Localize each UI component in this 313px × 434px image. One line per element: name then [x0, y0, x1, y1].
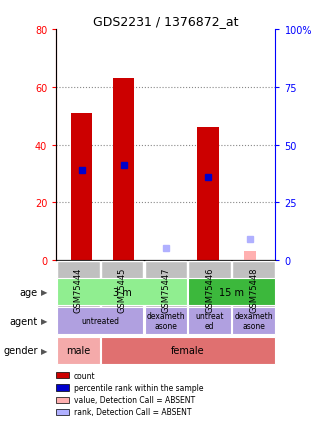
Bar — [198, 128, 218, 260]
Bar — [71, 114, 92, 260]
Text: dexameth
asone: dexameth asone — [146, 311, 185, 331]
Text: GSM75446: GSM75446 — [205, 267, 214, 312]
Text: male: male — [66, 345, 90, 355]
Text: untreat
ed: untreat ed — [195, 311, 224, 331]
Text: GSM75445: GSM75445 — [118, 267, 126, 312]
Text: dexameth
asone: dexameth asone — [234, 311, 273, 331]
Text: rank, Detection Call = ABSENT: rank, Detection Call = ABSENT — [74, 408, 191, 416]
Bar — [244, 252, 256, 260]
Text: count: count — [74, 371, 95, 380]
Text: GSM75448: GSM75448 — [249, 267, 258, 312]
Text: agent: agent — [9, 316, 38, 326]
Bar — [113, 79, 134, 260]
Text: percentile rank within the sample: percentile rank within the sample — [74, 383, 203, 392]
Text: untreated: untreated — [81, 316, 119, 326]
Text: 3 m: 3 m — [113, 287, 131, 297]
Text: ▶: ▶ — [41, 287, 47, 296]
Text: GSM75444: GSM75444 — [74, 267, 83, 312]
Text: gender: gender — [3, 345, 38, 355]
Text: age: age — [19, 287, 38, 297]
Title: GDS2231 / 1376872_at: GDS2231 / 1376872_at — [93, 15, 239, 28]
Text: GSM75447: GSM75447 — [162, 267, 170, 312]
Text: value, Detection Call = ABSENT: value, Detection Call = ABSENT — [74, 395, 195, 404]
Text: ▶: ▶ — [41, 316, 47, 326]
Text: ▶: ▶ — [41, 346, 47, 355]
Text: female: female — [171, 345, 205, 355]
Text: 15 m: 15 m — [219, 287, 244, 297]
